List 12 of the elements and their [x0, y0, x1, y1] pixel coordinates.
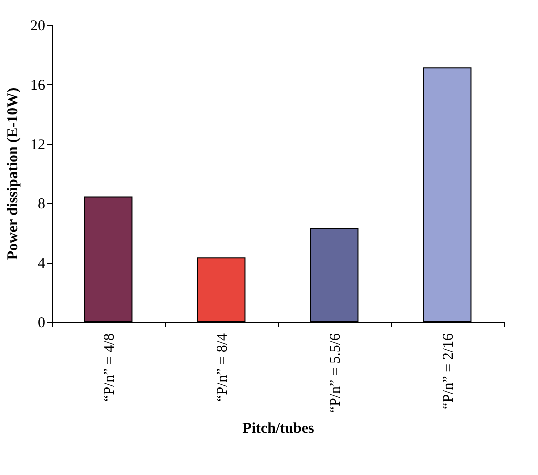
x-axis-title: Pitch/tubes — [242, 421, 314, 438]
y-tick-label: 4 — [38, 256, 46, 272]
x-tick-label: “P/n” = 8/4 — [215, 333, 231, 402]
y-tick-label: 12 — [30, 137, 46, 154]
y-tick-label: 0 — [38, 316, 46, 332]
y-tick-label: 16 — [30, 78, 46, 94]
y-tick-label: 8 — [38, 196, 46, 213]
x-tick-label: “P/n” = 4/8 — [102, 334, 118, 402]
y-tick-label: 20 — [30, 18, 46, 34]
x-tick-label: “P/n” = 2/16 — [441, 333, 457, 410]
x-tick-label: “P/n” = 5.5/6 — [328, 333, 344, 414]
y-axis-title: Power dissipation (E-10W) — [6, 88, 22, 260]
